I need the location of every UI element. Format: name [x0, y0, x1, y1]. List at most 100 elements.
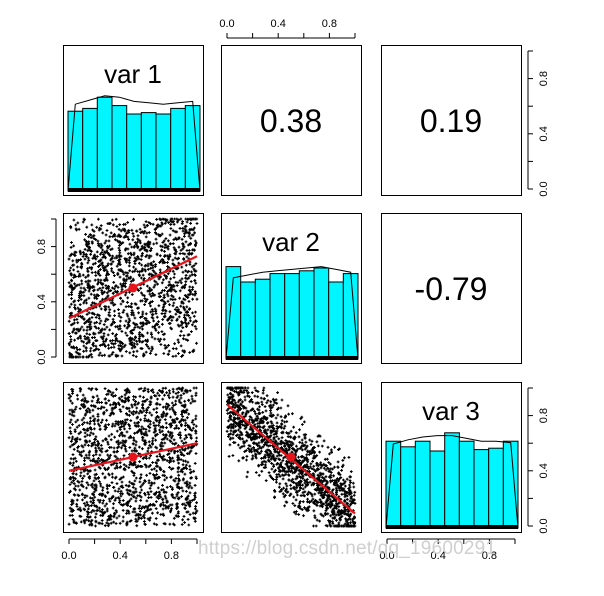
- scatter-point: [87, 284, 91, 288]
- scatter-point: [114, 284, 117, 288]
- scatter-point: [119, 432, 123, 436]
- scatter-point: [170, 318, 174, 322]
- scatter-point: [128, 480, 131, 484]
- scatter-point: [178, 289, 182, 293]
- scatter-point: [118, 461, 122, 465]
- scatter-point: [182, 284, 186, 288]
- scatter-point: [327, 470, 331, 473]
- scatter-point: [161, 498, 164, 501]
- scatter-point: [174, 312, 178, 316]
- scatter-point: [186, 518, 190, 521]
- scatter-point: [105, 449, 109, 452]
- scatter-point: [193, 462, 197, 465]
- scatter-point: [273, 490, 277, 493]
- scatter-point: [274, 439, 278, 443]
- scatter-point: [162, 260, 165, 264]
- scatter-point: [337, 471, 341, 475]
- scatter-point: [140, 507, 143, 510]
- scatter-point: [70, 293, 73, 296]
- hist-bar: [429, 450, 446, 529]
- scatter-point: [115, 225, 119, 228]
- scatter-point: [164, 504, 167, 508]
- scatter-point: [109, 262, 113, 266]
- scatter-point: [297, 469, 301, 472]
- scatter-point: [102, 267, 106, 270]
- scatter-point: [166, 394, 170, 397]
- scatter-point: [178, 431, 182, 435]
- scatter-point: [146, 506, 149, 510]
- scatter-point: [193, 519, 197, 523]
- tick-label: 0.8: [538, 71, 550, 86]
- scatter-point: [99, 482, 102, 486]
- scatter-point: [111, 301, 115, 305]
- scatter-point: [310, 439, 314, 443]
- scatter-point: [70, 311, 74, 315]
- scatter-point: [145, 499, 149, 503]
- scatter-point: [301, 423, 304, 426]
- scatter-point: [178, 387, 182, 391]
- scatter-point: [139, 286, 143, 290]
- scatter-point: [117, 487, 121, 491]
- scatter-point: [88, 408, 91, 412]
- scatter-point: [143, 433, 147, 437]
- scatter-point: [105, 249, 109, 253]
- scatter-point: [152, 270, 156, 274]
- scatter-point: [261, 411, 265, 414]
- scatter-point: [103, 353, 106, 357]
- scatter-point: [79, 474, 82, 478]
- scatter-point: [163, 314, 167, 318]
- scatter-point: [116, 290, 119, 293]
- scatter-point: [104, 265, 108, 269]
- scatter-point: [174, 290, 178, 293]
- scatter-point: [161, 501, 165, 504]
- scatter-point: [172, 288, 176, 292]
- scatter-point: [177, 352, 180, 355]
- scatter-point: [138, 480, 142, 484]
- scatter-point: [152, 319, 155, 323]
- scatter-point: [80, 261, 83, 265]
- scatter-point: [144, 317, 148, 320]
- scatter-point: [315, 454, 319, 457]
- scatter-point: [162, 454, 166, 458]
- scatter-point: [301, 491, 305, 495]
- scatter-point: [130, 342, 134, 346]
- scatter-point: [160, 415, 164, 419]
- scatter-point: [75, 351, 79, 355]
- scatter-point: [151, 294, 155, 297]
- scatter-point: [114, 406, 117, 409]
- scatter-point: [315, 504, 319, 507]
- scatter-point: [151, 300, 154, 303]
- scatter-point: [286, 435, 290, 438]
- scatter-point: [194, 310, 197, 314]
- scatter-point: [122, 463, 126, 467]
- scatter-point: [258, 435, 261, 439]
- scatter-point: [234, 429, 238, 433]
- panel-frame-1-1: [63, 45, 204, 196]
- scatter-point: [175, 230, 179, 234]
- scatter-point: [74, 420, 78, 424]
- scatter-point: [105, 325, 109, 329]
- scatter-point: [165, 476, 169, 480]
- scatter-point: [160, 429, 164, 433]
- scatter-point: [136, 402, 140, 406]
- scatter-point: [91, 228, 94, 232]
- scatter-point: [144, 505, 148, 508]
- scatter-point: [291, 477, 295, 481]
- scatter-point: [84, 280, 88, 284]
- scatter-point: [193, 273, 197, 277]
- scatter-point: [179, 323, 183, 327]
- scatter-point: [307, 508, 310, 512]
- scatter-point: [101, 418, 104, 422]
- scatter-point: [114, 238, 117, 242]
- scatter-point: [194, 429, 197, 433]
- scatter-point: [131, 238, 135, 242]
- scatter-point: [183, 472, 187, 476]
- scatter-point: [139, 347, 143, 350]
- scatter-point: [94, 238, 98, 241]
- scatter-point: [79, 258, 82, 261]
- scatter-point: [98, 506, 101, 510]
- scatter-point: [329, 479, 333, 482]
- scatter-point: [68, 506, 72, 510]
- scatter-point: [159, 425, 163, 429]
- scatter-point: [188, 468, 192, 471]
